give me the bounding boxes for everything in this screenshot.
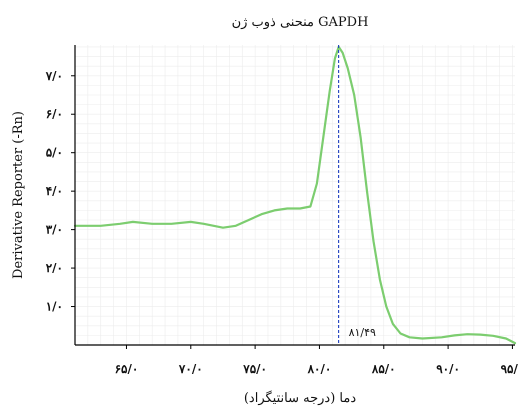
- x-tick-label: ۷۰/۰: [178, 362, 203, 376]
- chart-title: منحنی ذوب ژن GAPDH: [232, 15, 369, 30]
- marker-layer: ۸۱/۴۹: [338, 45, 376, 345]
- peak-marker-label: ۸۱/۴۹: [349, 326, 376, 339]
- x-tick-label: ۹۵/۰: [501, 362, 520, 376]
- y-tick-label: ۲/۰: [46, 261, 63, 275]
- x-tick-label: ۷۵/۰: [242, 362, 267, 376]
- x-tick-label: ۸۵/۰: [371, 362, 396, 376]
- y-tick-label: ۵/۰: [46, 146, 63, 160]
- x-tick-label: ۶۵/۰: [115, 362, 139, 376]
- grid-layer: [74, 45, 515, 345]
- y-tick-labels: ۱/۰ ۲/۰ ۳/۰ ۴/۰ ۵/۰ ۶/۰ ۷/۰: [45, 69, 75, 314]
- y-tick-label: ۱/۰: [46, 300, 63, 314]
- x-tick-label: ۸۰/۰: [307, 362, 332, 376]
- y-tick-label: ۳/۰: [46, 223, 63, 237]
- plot-background: [75, 45, 515, 345]
- y-tick-label: ۶/۰: [46, 107, 63, 121]
- x-tick-labels: ۶۵/۰ ۷۰/۰ ۷۵/۰ ۸۰/۰ ۸۵/۰ ۹۰/۰ ۹۵/۰: [115, 345, 520, 376]
- series-layer: [73, 45, 517, 345]
- series-line: [73, 45, 517, 345]
- x-tick-label: ۹۰/۰: [436, 362, 460, 376]
- y-tick-label: ۴/۰: [46, 184, 63, 198]
- x-axis-label: دما (درجه سانتیگراد): [244, 390, 356, 406]
- y-tick-label: ۷/۰: [45, 69, 63, 83]
- y-axis-label: Derivative Reporter (-Rn): [11, 111, 26, 279]
